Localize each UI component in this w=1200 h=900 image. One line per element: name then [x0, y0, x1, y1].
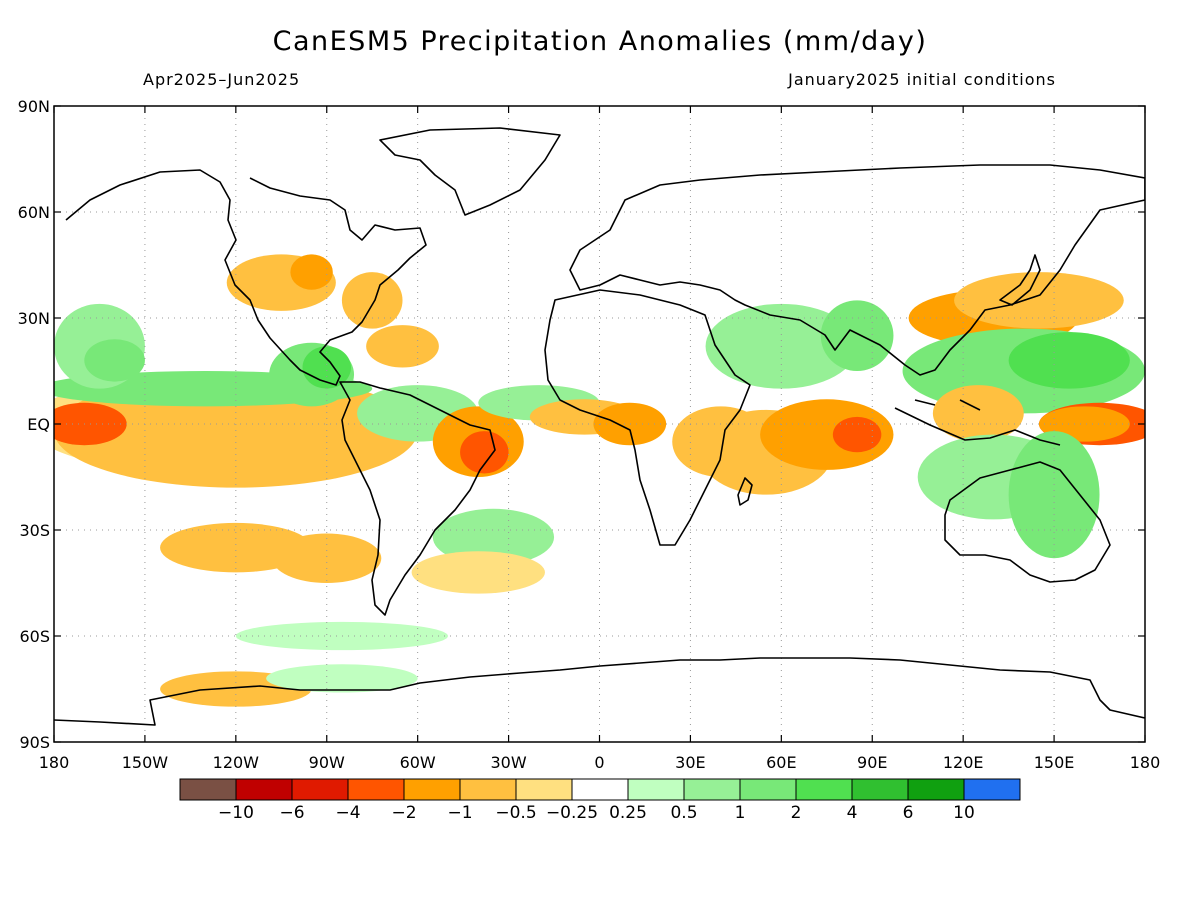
colorbar-swatch	[683, 778, 741, 801]
anomaly-region	[593, 402, 667, 446]
anomaly-region	[460, 431, 509, 474]
colorbar-label: 2	[791, 803, 802, 823]
colorbar: −10 −6 −4 −2 −1 −0.5 −0.25 0.25 0.5 1 2 4 6 10	[179, 778, 1021, 823]
colorbar-swatch	[347, 778, 405, 801]
anomaly-region	[432, 508, 555, 566]
anomaly-region	[290, 254, 333, 290]
lat-tick-label: EQ	[27, 415, 50, 434]
coastline-australia	[944, 461, 1111, 583]
anomaly-region	[266, 664, 418, 693]
coastline-indonesia	[894, 399, 1061, 446]
initial-conditions: January2025 initial conditions	[788, 70, 1056, 89]
colorbar-swatch	[627, 778, 685, 801]
colorbar-label: 4	[847, 803, 858, 823]
colorbar-swatch	[235, 778, 293, 801]
coastline-africa	[544, 289, 751, 546]
lon-tick-label: 30E	[675, 753, 705, 772]
anomaly-region	[1008, 332, 1130, 389]
lon-tick-label: 150W	[122, 753, 169, 772]
coastline-eurasia	[569, 164, 1145, 376]
colorbar-label: 1	[735, 803, 746, 823]
colorbar-swatch	[795, 778, 853, 801]
anomaly-fields	[54, 254, 1145, 707]
lon-tick-label: 180	[1130, 753, 1161, 772]
colorbar-label: 0.5	[670, 803, 697, 823]
colorbar-label: 10	[953, 803, 975, 823]
colorbar-label: 6	[903, 803, 914, 823]
anomaly-region	[272, 533, 382, 583]
anomaly-region	[366, 325, 439, 368]
colorbar-label: −6	[279, 803, 304, 823]
colorbar-label: −10	[218, 803, 254, 823]
coastlines	[54, 127, 1145, 726]
colorbar-swatch	[907, 778, 965, 801]
coastline-greenland	[379, 127, 561, 216]
anomaly-region	[84, 339, 145, 382]
lon-tick-label: 90E	[857, 753, 887, 772]
lon-tick-label: 120W	[213, 753, 260, 772]
lon-tick-label: 60E	[766, 753, 796, 772]
lon-tick-label: 30W	[490, 753, 526, 772]
anomaly-region	[820, 300, 894, 371]
coastline-south-america	[339, 381, 496, 616]
lat-tick-label: 90S	[19, 733, 50, 752]
anomaly-region	[932, 385, 1024, 442]
anomaly-region	[341, 272, 403, 329]
lat-tick-label: 30N	[18, 309, 50, 328]
lon-tick-label: 120E	[943, 753, 984, 772]
lon-tick-label: 150E	[1034, 753, 1075, 772]
colorbar-swatch	[963, 778, 1021, 801]
colorbar-swatch	[515, 778, 573, 801]
lat-tick-label: 60N	[18, 203, 50, 222]
colorbar-swatch	[571, 778, 629, 801]
anomaly-region	[954, 272, 1124, 329]
colorbar-swatch	[739, 778, 797, 801]
anomaly-region	[832, 416, 882, 453]
colorbar-swatch	[179, 778, 237, 801]
anomaly-region	[760, 399, 894, 470]
anomaly-region	[235, 621, 448, 651]
colorbar-label: −0.25	[546, 803, 598, 823]
lon-tick-label: 0	[594, 753, 604, 772]
colorbar-label: −4	[335, 803, 360, 823]
colorbar-label: −2	[391, 803, 416, 823]
colorbar-swatch	[291, 778, 349, 801]
colorbar-label: −0.5	[495, 803, 536, 823]
lat-tick-label: 30S	[19, 521, 50, 540]
coastline-antarctica	[54, 657, 1145, 726]
lon-tick-label: 60W	[400, 753, 436, 772]
colorbar-swatch	[851, 778, 909, 801]
coastline-japan	[999, 254, 1041, 306]
coastline-madagascar	[737, 477, 753, 506]
lon-tick-label: 90W	[309, 753, 345, 772]
lat-tick-label: 60S	[19, 627, 50, 646]
lon-tick-label: 180	[39, 753, 70, 772]
graticule	[54, 106, 1145, 742]
colorbar-label: −1	[447, 803, 472, 823]
colorbar-label: 0.25	[609, 803, 647, 823]
forecast-period: Apr2025–Jun2025	[143, 70, 301, 89]
anomaly-region	[1008, 431, 1100, 559]
coastline-north-america	[65, 169, 427, 386]
anomaly-region	[411, 551, 545, 594]
lat-tick-label: 90N	[18, 97, 50, 116]
colorbar-swatch	[459, 778, 517, 801]
colorbar-swatch	[403, 778, 461, 801]
map-title: CanESM5 Precipitation Anomalies (mm/day)	[272, 26, 928, 57]
